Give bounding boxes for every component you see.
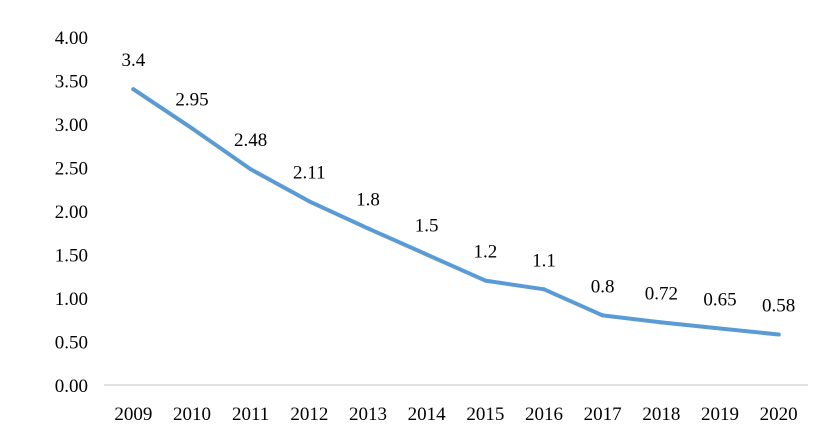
data-point [131,87,136,92]
y-axis-tick-labels: 0.00 0.50 1.00 1.50 2.00 2.50 3.00 3.50 4.00 [55,28,88,397]
x-tick-label: 2020 [760,404,798,425]
x-tick-label: 2018 [642,404,680,425]
x-tick-label: 2016 [525,404,563,425]
data-label: 2.95 [175,89,208,110]
series-line [131,87,781,337]
y-tick-label: 2.00 [55,202,88,223]
series-layer [131,87,781,337]
y-tick-label: 1.00 [55,289,88,310]
y-tick-label: 0.00 [55,376,88,397]
x-tick-label: 2014 [408,404,447,425]
x-tick-label: 2019 [701,404,739,425]
data-label: 1.8 [356,189,380,210]
data-point [600,313,605,318]
data-label: 0.58 [762,296,795,317]
x-tick-label: 2010 [173,404,211,425]
data-label: 1.1 [532,250,556,271]
x-tick-label: 2012 [290,404,328,425]
x-tick-label: 2015 [466,404,504,425]
x-tick-label: 2017 [584,404,622,425]
data-point [248,167,253,172]
data-label: 2.48 [234,130,267,151]
data-label: 0.8 [591,276,615,297]
data-point [659,320,664,325]
data-point [190,126,194,131]
data-label: 2.11 [293,162,326,183]
data-point [542,287,546,292]
y-tick-label: 4.00 [55,28,88,49]
y-tick-label: 3.00 [55,115,88,136]
data-point [424,252,429,257]
data-label-layer: 3.4 2.95 2.48 2.11 1.8 1.5 1.2 1.1 0.8 0.72 0.65 0.… [121,50,795,316]
data-point [718,326,722,331]
x-axis-tick-labels: 2009 2010 2011 2012 2013 2014 2015 2016 2017 2018… [114,404,797,425]
data-point [483,278,488,283]
y-tick-label: 2.50 [55,159,88,180]
data-label: 0.65 [703,289,736,310]
data-point [307,199,312,204]
y-tick-label: 1.50 [55,246,88,267]
data-label: 3.4 [121,50,145,71]
data-point [366,226,370,231]
data-label: 1.2 [473,242,497,263]
x-tick-label: 2013 [349,404,387,425]
x-tick-label: 2011 [232,404,269,425]
y-tick-label: 0.50 [55,333,88,354]
data-label: 0.72 [645,283,678,304]
data-label: 1.5 [415,216,439,237]
data-point [776,332,781,337]
y-tick-label: 3.50 [55,72,88,93]
x-tick-label: 2009 [114,404,152,425]
